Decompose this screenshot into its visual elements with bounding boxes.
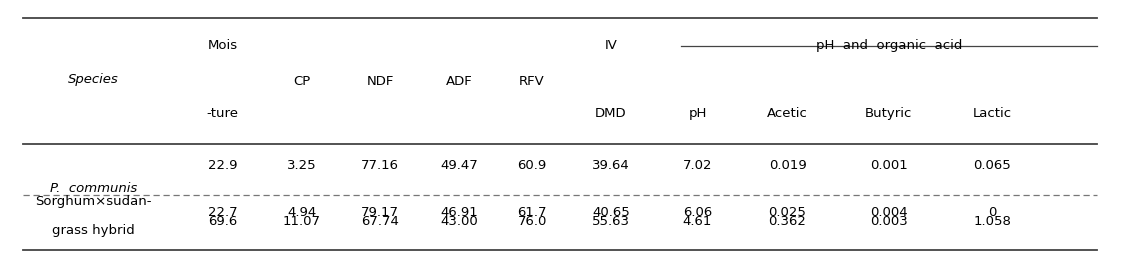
Text: 1.058: 1.058: [973, 215, 1011, 228]
Text: 22.9: 22.9: [208, 159, 237, 172]
Text: 79.17: 79.17: [361, 206, 399, 219]
Text: 61.7: 61.7: [518, 206, 547, 219]
Text: 0: 0: [988, 206, 997, 219]
Text: 0.001: 0.001: [870, 159, 908, 172]
Text: 22.7: 22.7: [208, 206, 237, 219]
Text: DMD: DMD: [595, 107, 627, 120]
Text: 67.74: 67.74: [361, 215, 399, 228]
Text: 77.16: 77.16: [361, 159, 399, 172]
Text: -ture: -ture: [207, 107, 238, 120]
Text: 11.07: 11.07: [282, 215, 321, 228]
Text: Lactic: Lactic: [973, 107, 1011, 120]
Text: Sorghum×sudan-: Sorghum×sudan-: [35, 195, 152, 208]
Text: 40.65: 40.65: [592, 206, 630, 219]
Text: Mois: Mois: [208, 39, 237, 52]
Text: 39.64: 39.64: [592, 159, 630, 172]
Text: RFV: RFV: [520, 75, 544, 88]
Text: CP: CP: [292, 75, 310, 88]
Text: 49.47: 49.47: [440, 159, 478, 172]
Text: 69.6: 69.6: [208, 215, 237, 228]
Text: 6.06: 6.06: [683, 206, 712, 219]
Text: 4.61: 4.61: [683, 215, 712, 228]
Text: P.  communis: P. communis: [50, 182, 137, 196]
Text: Acetic: Acetic: [767, 107, 808, 120]
Text: 76.0: 76.0: [518, 215, 547, 228]
Text: 0.004: 0.004: [870, 206, 908, 219]
Text: grass hybrid: grass hybrid: [52, 224, 135, 237]
Text: IV: IV: [604, 39, 618, 52]
Text: pH  and  organic  acid: pH and organic acid: [816, 39, 962, 52]
Text: 4.94: 4.94: [287, 206, 316, 219]
Text: 3.25: 3.25: [287, 159, 316, 172]
Text: Butyric: Butyric: [865, 107, 912, 120]
Text: 46.91: 46.91: [440, 206, 478, 219]
Text: 0.003: 0.003: [870, 215, 908, 228]
Text: 0.019: 0.019: [768, 159, 807, 172]
Text: 0.065: 0.065: [973, 159, 1011, 172]
Text: 0.025: 0.025: [768, 206, 807, 219]
Text: 43.00: 43.00: [440, 215, 478, 228]
Text: 7.02: 7.02: [683, 159, 712, 172]
Text: NDF: NDF: [367, 75, 394, 88]
Text: 55.63: 55.63: [592, 215, 630, 228]
Text: 0.362: 0.362: [768, 215, 807, 228]
Text: 60.9: 60.9: [518, 159, 547, 172]
Text: Species: Species: [68, 74, 119, 86]
Text: ADF: ADF: [446, 75, 472, 88]
Text: pH: pH: [688, 107, 706, 120]
